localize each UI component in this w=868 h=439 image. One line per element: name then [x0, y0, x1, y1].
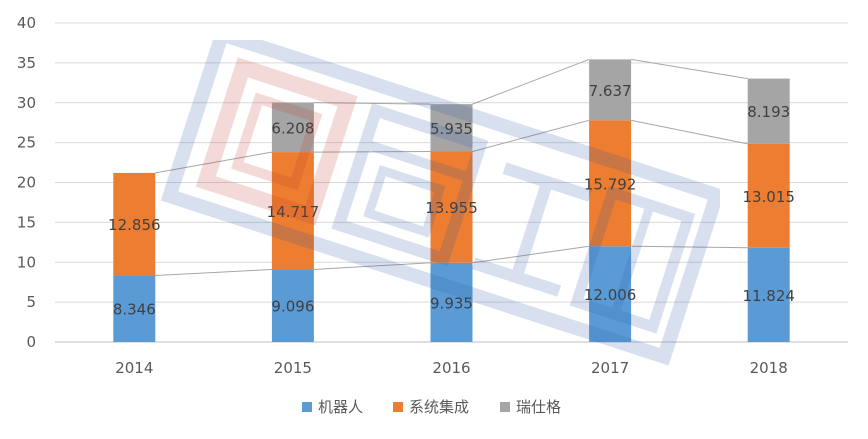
bar-segment — [589, 120, 632, 247]
y-tick-label: 25 — [17, 134, 36, 152]
bar-segment — [271, 102, 314, 153]
x-tick-label: 2017 — [591, 359, 629, 377]
series-line — [631, 119, 748, 145]
bar-segment — [271, 152, 314, 270]
data-label: 8.193 — [747, 103, 790, 121]
series-line — [472, 58, 590, 105]
data-label: 12.006 — [584, 286, 637, 304]
legend: 机器人 系统集成 瑞仕格 — [302, 398, 561, 416]
data-label: 9.096 — [271, 298, 314, 316]
bar-segment — [113, 172, 156, 276]
series-line — [631, 58, 748, 80]
bar-segment — [271, 269, 314, 342]
data-label: 13.015 — [742, 188, 795, 206]
bar-segment — [589, 59, 632, 121]
legend-swatch — [500, 402, 510, 412]
legend-swatch — [302, 402, 312, 412]
data-label: 5.935 — [430, 120, 473, 138]
series-line — [313, 150, 431, 153]
y-tick-label: 5 — [26, 293, 36, 311]
bars — [113, 59, 790, 342]
y-tick-label: 30 — [17, 94, 36, 112]
data-label: 11.824 — [742, 287, 795, 305]
bar-segment — [430, 151, 473, 263]
legend-label: 系统集成 — [409, 398, 469, 416]
y-tick-label: 35 — [17, 54, 36, 72]
bar-segment — [430, 262, 473, 342]
bar-segment — [113, 275, 156, 342]
y-tick-label: 15 — [17, 213, 36, 231]
x-tick-label: 2015 — [274, 359, 312, 377]
series-line — [155, 268, 272, 276]
data-label: 7.637 — [589, 82, 632, 100]
x-axis-ticks: 2014 2015 2016 2017 2018 — [115, 359, 788, 377]
bar-segment — [747, 143, 790, 248]
y-axis-ticks: 0 5 10 15 20 25 30 35 40 — [17, 14, 36, 351]
data-label: 9.935 — [430, 294, 473, 312]
series-lines — [155, 58, 748, 276]
legend-label: 机器人 — [318, 398, 363, 416]
data-label: 12.856 — [108, 216, 161, 234]
series-line — [155, 151, 272, 174]
data-label: 8.346 — [113, 301, 156, 319]
x-tick-label: 2016 — [432, 359, 470, 377]
legend-swatch — [393, 402, 403, 412]
y-tick-label: 40 — [17, 14, 36, 32]
data-label: 13.955 — [425, 199, 478, 217]
x-tick-label: 2014 — [115, 359, 153, 377]
x-tick-label: 2018 — [750, 359, 788, 377]
y-tick-label: 0 — [26, 333, 36, 351]
y-tick-label: 10 — [17, 253, 36, 271]
y-tick-label: 20 — [17, 174, 36, 192]
series-line — [313, 102, 431, 105]
data-label: 14.717 — [267, 203, 320, 221]
series-line — [472, 245, 590, 264]
data-label: 15.792 — [584, 175, 637, 193]
series-line — [472, 119, 590, 152]
bar-segment — [589, 246, 632, 342]
bar-segment — [747, 78, 790, 144]
data-labels: 8.346 9.096 9.935 12.006 11.824 12.856 14.717 1… — [108, 82, 795, 319]
bar-segment — [747, 247, 790, 342]
data-label: 6.208 — [271, 119, 314, 137]
legend-label: 瑞仕格 — [516, 398, 561, 416]
series-line — [313, 262, 431, 270]
bar-segment — [430, 104, 473, 152]
series-line — [631, 245, 748, 249]
